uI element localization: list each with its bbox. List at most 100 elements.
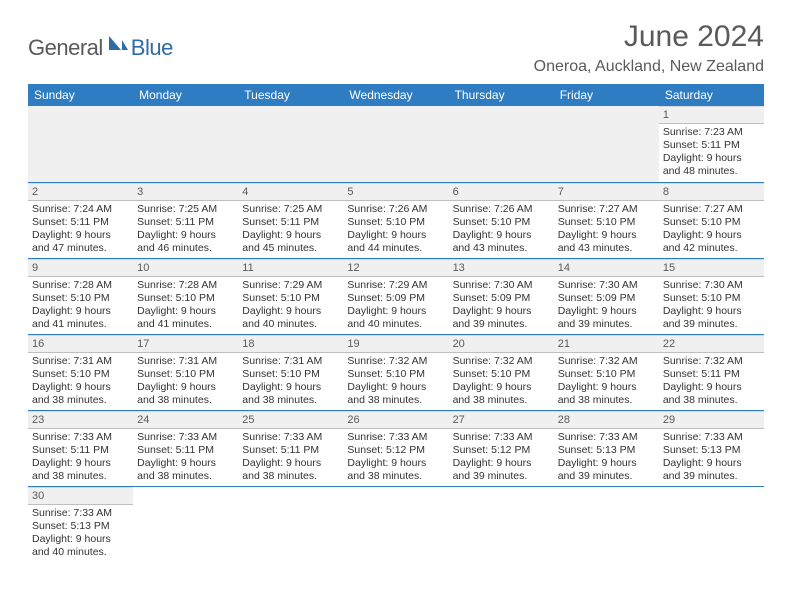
month-title: June 2024	[534, 20, 764, 54]
sunset-text: Sunset: 5:10 PM	[242, 368, 339, 381]
sunrise-text: Sunrise: 7:28 AM	[137, 279, 234, 292]
day-info: Sunrise: 7:31 AMSunset: 5:10 PMDaylight:…	[238, 353, 343, 410]
day-info: Sunrise: 7:33 AMSunset: 5:12 PMDaylight:…	[449, 429, 554, 486]
day-info: Sunrise: 7:31 AMSunset: 5:10 PMDaylight:…	[28, 353, 133, 410]
daylight-text: Daylight: 9 hours and 45 minutes.	[242, 229, 339, 255]
sunset-text: Sunset: 5:10 PM	[558, 216, 655, 229]
calendar-cell: 29Sunrise: 7:33 AMSunset: 5:13 PMDayligh…	[659, 410, 764, 486]
sunrise-text: Sunrise: 7:24 AM	[32, 203, 129, 216]
day-info: Sunrise: 7:23 AMSunset: 5:11 PMDaylight:…	[659, 124, 764, 181]
sunrise-text: Sunrise: 7:25 AM	[137, 203, 234, 216]
daylight-text: Daylight: 9 hours and 40 minutes.	[242, 305, 339, 331]
calendar-cell: 18Sunrise: 7:31 AMSunset: 5:10 PMDayligh…	[238, 334, 343, 410]
sunset-text: Sunset: 5:11 PM	[32, 216, 129, 229]
calendar-cell	[449, 106, 554, 182]
sunset-text: Sunset: 5:13 PM	[558, 444, 655, 457]
calendar-cell	[238, 486, 343, 562]
calendar-cell	[343, 106, 448, 182]
day-number: 15	[659, 259, 764, 277]
calendar-cell: 7Sunrise: 7:27 AMSunset: 5:10 PMDaylight…	[554, 182, 659, 258]
sunrise-text: Sunrise: 7:29 AM	[242, 279, 339, 292]
day-info: Sunrise: 7:32 AMSunset: 5:11 PMDaylight:…	[659, 353, 764, 410]
sunrise-text: Sunrise: 7:33 AM	[32, 431, 129, 444]
daylight-text: Daylight: 9 hours and 39 minutes.	[663, 457, 760, 483]
day-number: 12	[343, 259, 448, 277]
sunset-text: Sunset: 5:10 PM	[453, 368, 550, 381]
day-info: Sunrise: 7:25 AMSunset: 5:11 PMDaylight:…	[238, 201, 343, 258]
daylight-text: Daylight: 9 hours and 40 minutes.	[347, 305, 444, 331]
daylight-text: Daylight: 9 hours and 38 minutes.	[242, 457, 339, 483]
day-info: Sunrise: 7:24 AMSunset: 5:11 PMDaylight:…	[28, 201, 133, 258]
day-number: 25	[238, 411, 343, 429]
day-number: 1	[659, 106, 764, 124]
sunset-text: Sunset: 5:10 PM	[347, 216, 444, 229]
daylight-text: Daylight: 9 hours and 38 minutes.	[663, 381, 760, 407]
calendar-cell: 4Sunrise: 7:25 AMSunset: 5:11 PMDaylight…	[238, 182, 343, 258]
calendar-cell	[554, 486, 659, 562]
calendar-cell: 16Sunrise: 7:31 AMSunset: 5:10 PMDayligh…	[28, 334, 133, 410]
day-number: 13	[449, 259, 554, 277]
daylight-text: Daylight: 9 hours and 43 minutes.	[453, 229, 550, 255]
daylight-text: Daylight: 9 hours and 48 minutes.	[663, 152, 760, 178]
sunrise-text: Sunrise: 7:33 AM	[347, 431, 444, 444]
daylight-text: Daylight: 9 hours and 47 minutes.	[32, 229, 129, 255]
title-block: June 2024 Oneroa, Auckland, New Zealand	[534, 20, 764, 76]
calendar-cell: 1Sunrise: 7:23 AMSunset: 5:11 PMDaylight…	[659, 106, 764, 182]
calendar-week-row: 9Sunrise: 7:28 AMSunset: 5:10 PMDaylight…	[28, 258, 764, 334]
brand-name-accent: Blue	[131, 35, 173, 61]
day-number: 14	[554, 259, 659, 277]
day-number: 4	[238, 183, 343, 201]
calendar-cell: 2Sunrise: 7:24 AMSunset: 5:11 PMDaylight…	[28, 182, 133, 258]
calendar-cell	[659, 486, 764, 562]
sunrise-text: Sunrise: 7:33 AM	[32, 507, 129, 520]
sunrise-text: Sunrise: 7:31 AM	[32, 355, 129, 368]
day-number: 11	[238, 259, 343, 277]
day-number: 2	[28, 183, 133, 201]
day-info: Sunrise: 7:30 AMSunset: 5:09 PMDaylight:…	[554, 277, 659, 334]
daylight-text: Daylight: 9 hours and 41 minutes.	[137, 305, 234, 331]
sunrise-text: Sunrise: 7:33 AM	[242, 431, 339, 444]
sunrise-text: Sunrise: 7:33 AM	[663, 431, 760, 444]
daylight-text: Daylight: 9 hours and 39 minutes.	[558, 305, 655, 331]
day-info: Sunrise: 7:28 AMSunset: 5:10 PMDaylight:…	[28, 277, 133, 334]
sunset-text: Sunset: 5:11 PM	[137, 216, 234, 229]
calendar-week-row: 23Sunrise: 7:33 AMSunset: 5:11 PMDayligh…	[28, 410, 764, 486]
day-number: 23	[28, 411, 133, 429]
day-info: Sunrise: 7:29 AMSunset: 5:09 PMDaylight:…	[343, 277, 448, 334]
day-header: Tuesday	[238, 84, 343, 106]
sunrise-text: Sunrise: 7:29 AM	[347, 279, 444, 292]
day-number: 9	[28, 259, 133, 277]
sunrise-text: Sunrise: 7:32 AM	[453, 355, 550, 368]
calendar-cell: 30Sunrise: 7:33 AMSunset: 5:13 PMDayligh…	[28, 486, 133, 562]
calendar-cell: 21Sunrise: 7:32 AMSunset: 5:10 PMDayligh…	[554, 334, 659, 410]
sunset-text: Sunset: 5:10 PM	[242, 292, 339, 305]
sunset-text: Sunset: 5:10 PM	[347, 368, 444, 381]
calendar-cell: 26Sunrise: 7:33 AMSunset: 5:12 PMDayligh…	[343, 410, 448, 486]
sunrise-text: Sunrise: 7:27 AM	[663, 203, 760, 216]
calendar-cell	[238, 106, 343, 182]
calendar-cell: 19Sunrise: 7:32 AMSunset: 5:10 PMDayligh…	[343, 334, 448, 410]
day-info: Sunrise: 7:31 AMSunset: 5:10 PMDaylight:…	[133, 353, 238, 410]
daylight-text: Daylight: 9 hours and 38 minutes.	[453, 381, 550, 407]
day-info: Sunrise: 7:33 AMSunset: 5:13 PMDaylight:…	[28, 505, 133, 562]
daylight-text: Daylight: 9 hours and 39 minutes.	[453, 305, 550, 331]
sunrise-text: Sunrise: 7:30 AM	[453, 279, 550, 292]
sunset-text: Sunset: 5:10 PM	[32, 292, 129, 305]
sunset-text: Sunset: 5:10 PM	[558, 368, 655, 381]
day-info: Sunrise: 7:26 AMSunset: 5:10 PMDaylight:…	[449, 201, 554, 258]
day-header: Wednesday	[343, 84, 448, 106]
calendar-week-row: 2Sunrise: 7:24 AMSunset: 5:11 PMDaylight…	[28, 182, 764, 258]
sunset-text: Sunset: 5:10 PM	[32, 368, 129, 381]
day-info: Sunrise: 7:33 AMSunset: 5:13 PMDaylight:…	[554, 429, 659, 486]
day-info: Sunrise: 7:32 AMSunset: 5:10 PMDaylight:…	[554, 353, 659, 410]
day-info: Sunrise: 7:32 AMSunset: 5:10 PMDaylight:…	[343, 353, 448, 410]
calendar-cell: 22Sunrise: 7:32 AMSunset: 5:11 PMDayligh…	[659, 334, 764, 410]
brand-logo: General Blue	[28, 34, 173, 61]
calendar-cell: 8Sunrise: 7:27 AMSunset: 5:10 PMDaylight…	[659, 182, 764, 258]
calendar-cell: 9Sunrise: 7:28 AMSunset: 5:10 PMDaylight…	[28, 258, 133, 334]
calendar-week-row: 30Sunrise: 7:33 AMSunset: 5:13 PMDayligh…	[28, 486, 764, 562]
daylight-text: Daylight: 9 hours and 39 minutes.	[558, 457, 655, 483]
calendar-cell: 11 Sunrise: 7:29 AMSunset: 5:10 PMDayligh…	[238, 258, 343, 334]
day-number: 19	[343, 335, 448, 353]
day-info: Sunrise: 7:28 AMSunset: 5:10 PMDaylight:…	[133, 277, 238, 334]
